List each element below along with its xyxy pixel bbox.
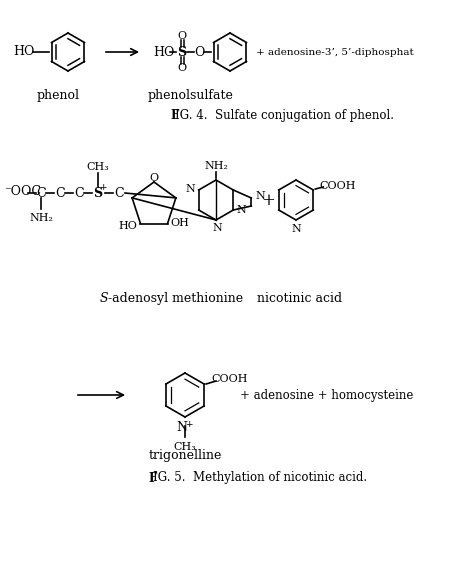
- Text: O: O: [150, 173, 159, 183]
- Text: COOH: COOH: [212, 374, 248, 384]
- Text: CH₃: CH₃: [174, 442, 196, 452]
- Text: HO: HO: [13, 44, 34, 57]
- Text: COOH: COOH: [319, 181, 355, 191]
- Text: S: S: [177, 45, 186, 58]
- Text: HO: HO: [118, 221, 137, 231]
- Text: nicotinic acid: nicotinic acid: [257, 292, 343, 305]
- Text: S: S: [93, 186, 102, 200]
- Text: phenol: phenol: [36, 89, 79, 102]
- Text: O: O: [194, 45, 204, 58]
- Text: N: N: [291, 224, 301, 234]
- Text: +: +: [99, 182, 107, 191]
- Text: O: O: [177, 63, 186, 73]
- Text: CH₃: CH₃: [87, 162, 110, 172]
- Text: ⁻OOC: ⁻OOC: [4, 185, 41, 197]
- Text: C: C: [36, 186, 46, 200]
- Text: N: N: [186, 184, 196, 194]
- Text: NH₂: NH₂: [29, 213, 53, 223]
- Text: HO: HO: [153, 45, 174, 58]
- Text: C: C: [114, 186, 124, 200]
- Text: F: F: [148, 471, 156, 485]
- Text: O: O: [177, 31, 186, 41]
- Text: C: C: [55, 186, 65, 200]
- Text: NH₂: NH₂: [204, 161, 228, 171]
- Text: + adenosine-3’, 5’-diphosphat: + adenosine-3’, 5’-diphosphat: [256, 48, 414, 57]
- Text: N: N: [255, 191, 265, 201]
- Text: N: N: [236, 205, 246, 215]
- Text: OH: OH: [170, 218, 189, 228]
- Text: N: N: [177, 421, 187, 434]
- Text: +: +: [261, 191, 275, 209]
- Text: N: N: [212, 223, 222, 233]
- Text: trigonelline: trigonelline: [148, 448, 222, 462]
- Text: +: +: [185, 420, 193, 429]
- Text: C: C: [74, 186, 84, 200]
- Text: + adenosine + homocysteine: + adenosine + homocysteine: [240, 389, 413, 402]
- Text: -adenosyl methionine: -adenosyl methionine: [108, 292, 243, 305]
- Text: IG. 5.  Methylation of nicotinic acid.: IG. 5. Methylation of nicotinic acid.: [153, 471, 367, 485]
- Text: F: F: [170, 108, 178, 122]
- Text: IG. 4.  Sulfate conjugation of phenol.: IG. 4. Sulfate conjugation of phenol.: [175, 108, 394, 122]
- Text: phenolsulfate: phenolsulfate: [148, 89, 234, 102]
- Text: S: S: [100, 292, 108, 305]
